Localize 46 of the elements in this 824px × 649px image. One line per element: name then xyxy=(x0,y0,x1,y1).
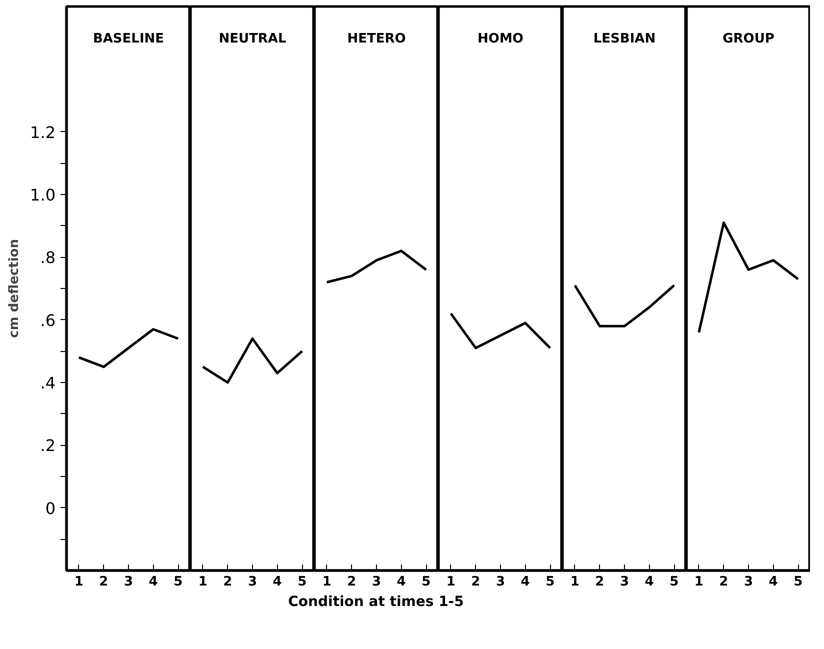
text: BASELINE xyxy=(92,32,164,46)
y-tick-label: .8 xyxy=(40,248,56,268)
y-tick-label: 1.2 xyxy=(30,122,56,142)
x-tick-label: 5 xyxy=(298,574,307,590)
x-tick-label: 2 xyxy=(471,574,480,590)
y-axis-title: cm deflection xyxy=(7,239,22,338)
x-tick-label: 1 xyxy=(694,574,704,590)
y-tick-label: .6 xyxy=(40,310,56,330)
x-tick-label: 3 xyxy=(744,574,754,590)
x-tick-label: 3 xyxy=(124,574,134,590)
y-tick-label: .4 xyxy=(40,374,56,392)
text: NEUTRAL xyxy=(218,32,286,46)
x-tick-label: 4 xyxy=(520,574,530,590)
x-tick-label: 1 xyxy=(322,574,332,590)
x-tick-label: 5 xyxy=(174,574,183,590)
text: HOMO xyxy=(478,32,524,46)
text: HETERO xyxy=(347,32,406,46)
x-tick-label: 5 xyxy=(794,574,803,590)
x-tick-label: 4 xyxy=(768,574,778,590)
x-tick-label: 1 xyxy=(74,574,84,590)
text: GROUP xyxy=(722,32,774,46)
x-tick-label: 4 xyxy=(396,574,406,590)
x-tick-label: 2 xyxy=(719,574,728,590)
x-axis-title: Condition at times 1-5 xyxy=(288,593,464,612)
x-tick-label: 4 xyxy=(148,574,158,590)
x-tick-label: 3 xyxy=(496,574,506,590)
x-tick-label: 1 xyxy=(570,574,580,590)
x-tick-label: 5 xyxy=(546,574,555,590)
y-tick-label: .2 xyxy=(40,436,56,456)
y-tick-label: 1.0 xyxy=(30,186,56,204)
x-tick-label: 5 xyxy=(670,574,679,590)
x-tick-label: 1 xyxy=(198,574,208,590)
text: LESBIAN xyxy=(593,32,656,46)
x-tick-label: 1 xyxy=(446,574,456,590)
x-tick-label: 4 xyxy=(644,574,654,590)
line-series xyxy=(78,328,180,368)
x-tick-label: 3 xyxy=(372,574,382,590)
x-tick-label: 5 xyxy=(422,574,431,590)
x-tick-label: 4 xyxy=(272,574,282,590)
x-tick-label: 3 xyxy=(248,574,258,590)
x-tick-label: 2 xyxy=(223,574,232,590)
x-tick-label: 3 xyxy=(620,574,630,590)
x-tick-label: 2 xyxy=(99,574,108,590)
x-tick-label: 2 xyxy=(347,574,356,590)
y-tick-label: 0 xyxy=(45,498,56,518)
x-tick-label: 2 xyxy=(595,574,604,590)
